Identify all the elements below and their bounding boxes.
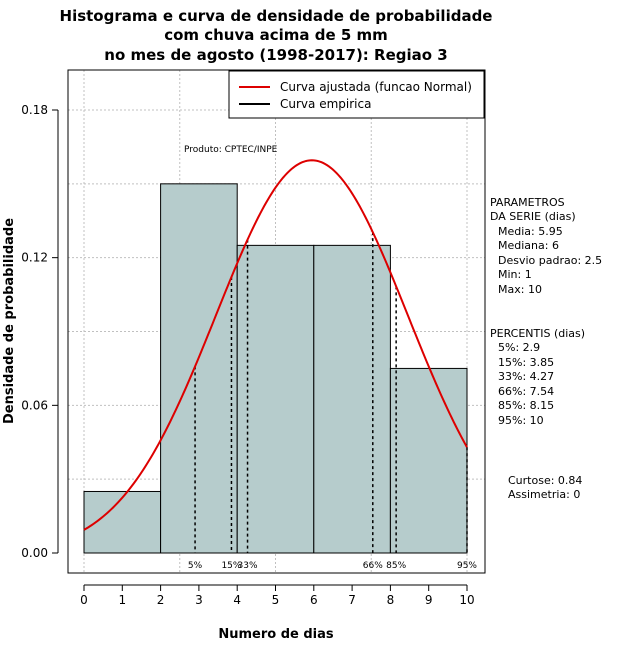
params-header-2: DA SERIE (dias) xyxy=(490,210,576,223)
fitted-normal-curve xyxy=(83,159,468,531)
x-tick-label: 3 xyxy=(195,593,203,607)
y-tick-label: 0.06 xyxy=(21,398,48,412)
param-max: Max: 10 xyxy=(498,283,542,296)
legend-box xyxy=(228,70,485,119)
x-tick-label: 6 xyxy=(310,593,318,607)
histogram-bar xyxy=(160,183,238,554)
x-tick-label: 0 xyxy=(80,593,88,607)
product-annotation: Produto: CPTEC/INPE xyxy=(184,145,278,155)
chart-title-line-1: Histograma e curva de densidade de proba… xyxy=(60,7,493,25)
params-header-1: PARAMETROS xyxy=(490,196,565,209)
x-tick-label: 1 xyxy=(118,593,126,607)
histogram-bar xyxy=(389,367,468,554)
side-panel: PARAMETROS DA SERIE (dias) Media: 5.95 M… xyxy=(490,196,602,501)
percentile-label: 15% xyxy=(221,561,241,571)
stat-curtose: Curtose: 0.84 xyxy=(508,474,582,487)
percentile-label: 85% xyxy=(386,561,406,571)
legend-fitted-label: Curva ajustada (funcao Normal) xyxy=(280,80,472,94)
percentil-85: 85%: 8.15 xyxy=(498,399,554,412)
legend-empirical-label: Curva empirica xyxy=(280,97,371,111)
x-axis-title: Numero de dias xyxy=(218,627,334,642)
percentile-label: 5% xyxy=(188,561,203,571)
x-tick-label: 10 xyxy=(459,593,474,607)
plot-frame xyxy=(67,69,486,574)
histogram-bar xyxy=(313,244,391,554)
percentil-33: 33%: 4.27 xyxy=(498,370,554,383)
x-tick-label: 8 xyxy=(387,593,395,607)
percentil-5: 5%: 2.9 xyxy=(498,341,540,354)
y-tick-label: 0.18 xyxy=(21,103,48,117)
chart-title-line-2: com chuva acima de 5 mm xyxy=(164,26,388,44)
percentile-label: 95% xyxy=(457,561,477,571)
stat-assimetria: Assimetria: 0 xyxy=(508,488,580,501)
x-tick-label: 5 xyxy=(272,593,280,607)
legend: Curva ajustada (funcao Normal) Curva emp… xyxy=(228,70,485,119)
histogram-bars xyxy=(83,183,468,554)
percentile-label: 33% xyxy=(238,561,258,571)
chart-title-line-3: no mes de agosto (1998-2017): Regiao 3 xyxy=(104,46,447,64)
percentile-lines: 5% 15%33% 66% 85% 95% xyxy=(188,232,477,571)
percentil-95: 95%: 10 xyxy=(498,414,544,427)
y-axis: 0.00 0.06 0.12 0.18 xyxy=(21,103,59,560)
percentil-15: 15%: 3.85 xyxy=(498,356,554,369)
x-tick-label: 9 xyxy=(425,593,433,607)
y-axis-title: Densidade de probabilidade xyxy=(2,218,17,424)
y-tick-label: 0.00 xyxy=(21,546,48,560)
param-media: Media: 5.95 xyxy=(498,225,563,238)
percentis-header: PERCENTIS (dias) xyxy=(490,327,585,340)
x-tick-label: 7 xyxy=(348,593,356,607)
percentil-66: 66%: 7.54 xyxy=(498,385,554,398)
param-min: Min: 1 xyxy=(498,268,532,281)
fitted-curve-layer xyxy=(83,159,468,531)
param-mediana: Mediana: 6 xyxy=(498,239,559,252)
percentile-label: 66% xyxy=(363,561,383,571)
x-tick-label: 2 xyxy=(157,593,165,607)
histogram-bar xyxy=(236,244,315,554)
x-axis: 0 1 2 3 4 5 6 7 8 9 10 xyxy=(80,584,475,607)
y-tick-label: 0.12 xyxy=(21,251,48,265)
x-tick-label: 4 xyxy=(233,593,241,607)
param-desvio: Desvio padrao: 2.5 xyxy=(498,254,602,267)
